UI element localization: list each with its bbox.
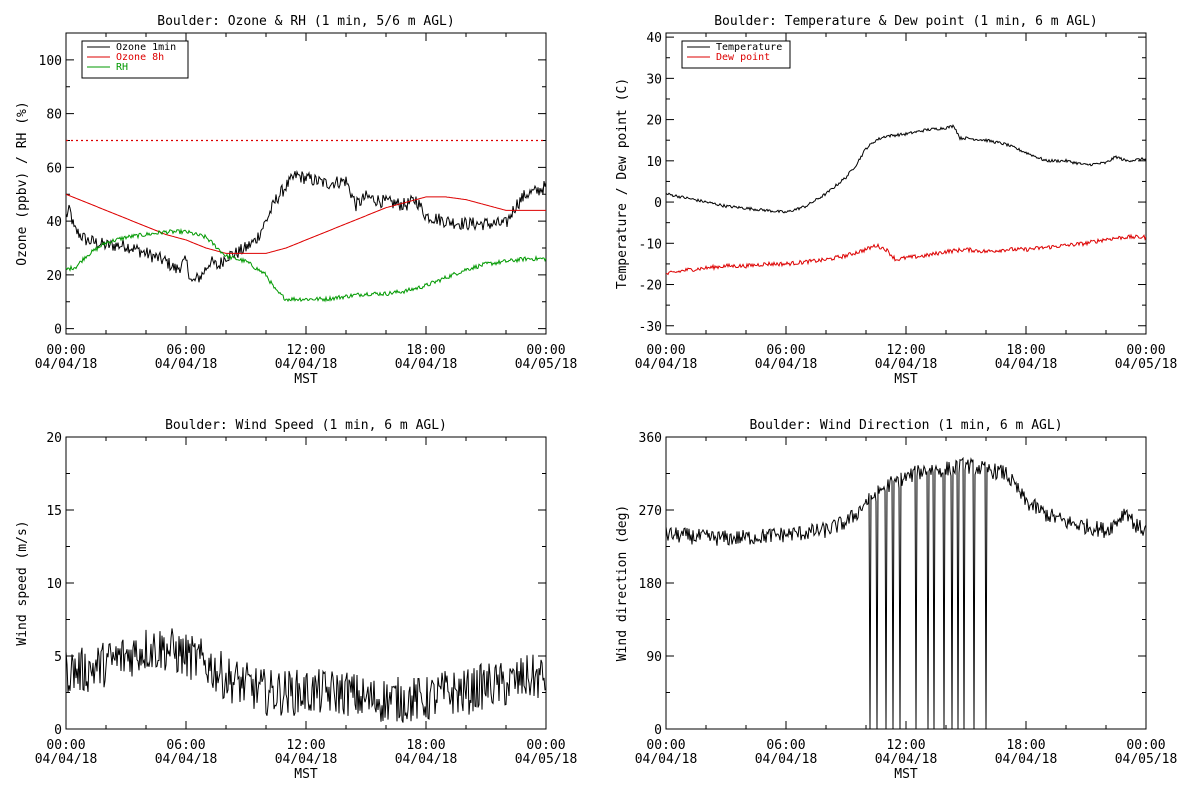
x-tick-date-label: 04/04/18: [275, 752, 338, 767]
x-tick-label: 12:00: [886, 343, 925, 358]
y-tick-label: 10: [46, 577, 62, 592]
x-tick-label: 00:00: [526, 343, 565, 358]
x-tick-date-label: 04/04/18: [995, 357, 1058, 372]
y-tick-label: 60: [46, 161, 62, 176]
y-tick-label: 180: [639, 577, 662, 592]
chart-title: Boulder: Ozone & RH (1 min, 5/6 m AGL): [157, 14, 454, 29]
series-line-rh: [66, 227, 546, 303]
legend-label: Ozone 8h: [116, 52, 164, 63]
y-tick-label: 20: [46, 269, 62, 284]
y-tick-label: 0: [654, 723, 662, 738]
x-tick-label: 00:00: [1126, 738, 1165, 753]
chart-title: Boulder: Temperature & Dew point (1 min,…: [714, 14, 1098, 29]
legend-label: Temperature: [716, 42, 782, 53]
x-tick-date-label: 04/04/18: [395, 357, 458, 372]
x-tick-label: 12:00: [286, 738, 325, 753]
y-tick-label: 5: [54, 650, 62, 665]
x-tick-label: 18:00: [1006, 738, 1045, 753]
x-tick-date-label: 04/04/18: [635, 357, 698, 372]
series-line-ozone-8h: [66, 193, 546, 254]
y-axis-label: Wind direction (deg): [615, 505, 630, 662]
y-tick-label: -30: [639, 320, 662, 335]
x-tick-date-label: 04/04/18: [35, 752, 98, 767]
y-axis-label: Temperature / Dew point (C): [615, 78, 630, 289]
x-tick-date-label: 04/04/18: [755, 357, 818, 372]
y-tick-label: 20: [46, 431, 62, 446]
x-tick-date-label: 04/04/18: [875, 752, 938, 767]
x-axis-label: MST: [894, 767, 918, 782]
x-tick-date-label: 04/04/18: [755, 752, 818, 767]
x-tick-label: 12:00: [886, 738, 925, 753]
x-tick-label: 00:00: [46, 343, 85, 358]
chart-title: Boulder: Wind Direction (1 min, 6 m AGL): [749, 418, 1062, 433]
x-tick-label: 06:00: [766, 738, 805, 753]
x-tick-label: 06:00: [166, 343, 205, 358]
x-axis-label: MST: [294, 767, 318, 782]
legend-label: Ozone 1min: [116, 42, 176, 53]
y-tick-label: 270: [639, 504, 662, 519]
x-tick-date-label: 04/05/18: [1115, 357, 1178, 372]
x-tick-date-label: 04/04/18: [155, 752, 218, 767]
series-line-temperature: [666, 124, 1146, 214]
x-tick-date-label: 04/04/18: [35, 357, 98, 372]
x-tick-date-label: 04/04/18: [155, 357, 218, 372]
y-tick-label: 100: [39, 54, 62, 69]
series-line-data: [66, 628, 546, 723]
series-line-ozone-1min: [66, 169, 546, 283]
y-tick-label: 15: [46, 504, 62, 519]
x-tick-label: 18:00: [1006, 343, 1045, 358]
x-tick-date-label: 04/04/18: [395, 752, 458, 767]
y-tick-label: 0: [654, 196, 662, 211]
x-tick-label: 00:00: [1126, 343, 1165, 358]
x-axis-label: MST: [894, 372, 918, 387]
x-tick-label: 00:00: [46, 738, 85, 753]
y-tick-label: 0: [54, 323, 62, 338]
y-tick-label: 30: [646, 72, 662, 87]
y-tick-label: 0: [54, 723, 62, 738]
y-tick-label: 10: [646, 155, 662, 170]
x-tick-label: 06:00: [166, 738, 205, 753]
x-tick-label: 00:00: [646, 738, 685, 753]
legend-label: RH: [116, 62, 128, 73]
y-tick-label: 40: [46, 215, 62, 230]
series-line-dew-point: [666, 233, 1146, 276]
x-tick-label: 00:00: [646, 343, 685, 358]
x-tick-date-label: 04/05/18: [1115, 752, 1178, 767]
y-tick-label: -20: [639, 279, 662, 294]
chart-title: Boulder: Wind Speed (1 min, 6 m AGL): [165, 418, 447, 433]
y-tick-label: 20: [646, 114, 662, 129]
y-axis-label: Wind speed (m/s): [15, 520, 30, 645]
y-tick-label: -10: [639, 237, 662, 252]
x-tick-label: 12:00: [286, 343, 325, 358]
series-line-data: [666, 456, 1146, 729]
x-tick-date-label: 04/05/18: [515, 752, 578, 767]
x-tick-date-label: 04/04/18: [635, 752, 698, 767]
y-tick-label: 360: [639, 431, 662, 446]
x-tick-label: 18:00: [406, 738, 445, 753]
x-tick-label: 18:00: [406, 343, 445, 358]
y-tick-label: 90: [646, 650, 662, 665]
y-axis-label: Ozone (ppbv) / RH (%): [15, 101, 30, 265]
legend-label: Dew point: [716, 52, 770, 63]
x-tick-date-label: 04/04/18: [875, 357, 938, 372]
x-tick-label: 00:00: [526, 738, 565, 753]
y-tick-label: 80: [46, 108, 62, 123]
x-tick-date-label: 04/04/18: [275, 357, 338, 372]
x-tick-date-label: 04/04/18: [995, 752, 1058, 767]
x-axis-label: MST: [294, 372, 318, 387]
x-tick-label: 06:00: [766, 343, 805, 358]
y-tick-label: 40: [646, 31, 662, 46]
legend-box: [681, 40, 791, 69]
x-tick-date-label: 04/05/18: [515, 357, 578, 372]
plot-frame: [665, 32, 1147, 335]
